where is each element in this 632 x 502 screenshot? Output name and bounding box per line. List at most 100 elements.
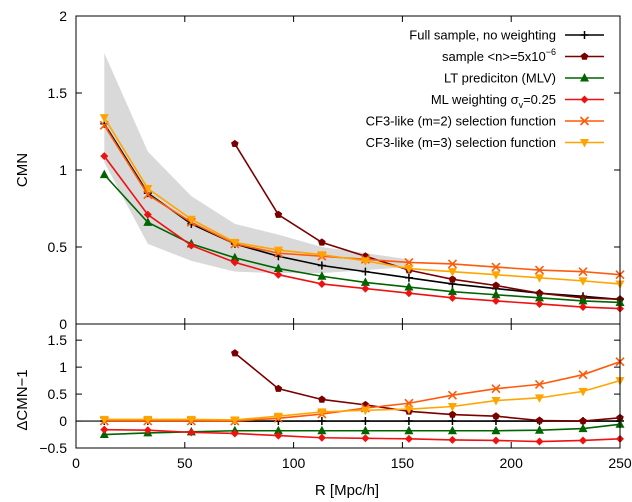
y-tick-label: 2 xyxy=(59,8,67,24)
x-tick-label: 0 xyxy=(72,455,80,471)
series-3-point xyxy=(143,210,152,219)
legend-label: CF3-like (m=2) selection function xyxy=(366,114,556,129)
series-2-point xyxy=(99,169,109,179)
series-2-point xyxy=(491,425,501,435)
series-3-point xyxy=(361,284,370,293)
legend-entry-1: sample <n>=5x10−6 xyxy=(442,47,604,64)
y-tick-label: 1 xyxy=(59,359,67,375)
series-3-point xyxy=(491,436,500,445)
series-3-point xyxy=(535,299,544,308)
series-3 xyxy=(100,425,624,446)
series-0-point xyxy=(317,261,326,270)
series-3-point xyxy=(230,258,239,267)
top-y-axis-title: CMN xyxy=(14,153,31,187)
x-axis-title: R [Mpc/h] xyxy=(315,482,379,499)
legend: Full sample, no weighting sample <n>=5x10… xyxy=(366,28,604,150)
legend-label: Full sample, no weighting xyxy=(409,28,556,43)
series-5-point xyxy=(491,397,501,406)
series-2-point xyxy=(578,423,588,433)
series-5-point xyxy=(143,184,153,194)
y-tick-label: 1.5 xyxy=(48,332,68,348)
series-3-point xyxy=(274,431,283,440)
series-3-point xyxy=(143,426,152,435)
series-2-point xyxy=(404,425,414,435)
y-tick-label: 0 xyxy=(59,316,67,332)
series-1-line xyxy=(234,352,621,422)
series-3-point xyxy=(579,436,588,445)
series-4 xyxy=(99,357,625,426)
series-2-point xyxy=(491,289,501,299)
series-2-point xyxy=(447,425,457,435)
legend-marker xyxy=(580,95,589,104)
series-2-point xyxy=(273,425,283,435)
series-3-point xyxy=(404,434,413,443)
series-3-point xyxy=(361,434,370,443)
series-4-point xyxy=(447,259,458,269)
bottom-y-axis-title: ΔCMN−1 xyxy=(14,369,31,430)
series-4-point xyxy=(534,265,545,275)
series-2-point xyxy=(273,263,283,273)
series-3-point xyxy=(274,270,283,279)
series-4-point xyxy=(491,262,501,272)
series-5-point xyxy=(578,387,588,397)
series-2-point xyxy=(317,271,327,280)
series-0-point xyxy=(361,417,370,426)
series-5-point xyxy=(578,277,588,286)
y-tick-label: 1 xyxy=(59,162,67,178)
series-5-point xyxy=(99,415,109,425)
legend-entry-0: Full sample, no weighting xyxy=(409,28,604,43)
series-1-point xyxy=(492,412,500,420)
series-3-point xyxy=(404,289,413,298)
series-2-point xyxy=(447,286,457,296)
series-5-point xyxy=(143,415,153,425)
series-3-point xyxy=(100,425,109,434)
y-tick-label: 0.5 xyxy=(48,239,68,255)
series-4-point xyxy=(578,267,588,277)
series-5-point xyxy=(273,412,283,422)
legend-label: sample <n>=5x10−6 xyxy=(442,47,556,64)
series-5-point xyxy=(404,265,414,274)
y-tick-label: 0.5 xyxy=(48,386,68,402)
series-5-point xyxy=(186,215,196,225)
series-1 xyxy=(231,139,624,303)
legend-entry-5: CF3-like (m=3) selection function xyxy=(366,135,604,150)
series-5-point xyxy=(273,246,283,256)
series-0-point xyxy=(448,417,457,426)
series-5-point xyxy=(447,402,457,412)
series-5-point xyxy=(360,406,370,416)
series-4-point xyxy=(447,390,458,400)
y-tick-label: 1.5 xyxy=(48,85,68,101)
series-1-point xyxy=(492,281,500,289)
series-2-point xyxy=(360,277,370,286)
series-1-point xyxy=(274,384,283,392)
series-5-point xyxy=(404,405,414,415)
legend-marker xyxy=(580,139,589,148)
confidence-band xyxy=(104,52,409,274)
legend-marker xyxy=(580,52,589,60)
series-5-point xyxy=(360,257,370,266)
series-5-point xyxy=(534,274,544,283)
series-1-point xyxy=(231,349,239,357)
series-5-point xyxy=(447,268,457,277)
series-3-point xyxy=(317,279,326,288)
series-4-point xyxy=(143,190,153,200)
series-5-point xyxy=(99,114,109,123)
series-1-line xyxy=(234,143,621,301)
series-3-point xyxy=(230,429,239,438)
series-5-point xyxy=(317,251,327,260)
series-5-point xyxy=(534,394,544,403)
x-tick-label: 250 xyxy=(608,455,632,471)
series-3-point xyxy=(187,428,196,437)
series-5-point xyxy=(186,415,196,425)
legend-marker xyxy=(580,31,589,39)
series-5 xyxy=(99,377,625,425)
x-tick-label: 100 xyxy=(282,455,306,471)
legend-marker xyxy=(579,116,590,126)
x-tick-label: 150 xyxy=(391,455,415,471)
series-1-point xyxy=(231,139,239,148)
series-4-point xyxy=(534,379,545,389)
series-1-point xyxy=(318,238,326,246)
series-1-point xyxy=(274,210,283,218)
series-0-point xyxy=(361,267,370,276)
